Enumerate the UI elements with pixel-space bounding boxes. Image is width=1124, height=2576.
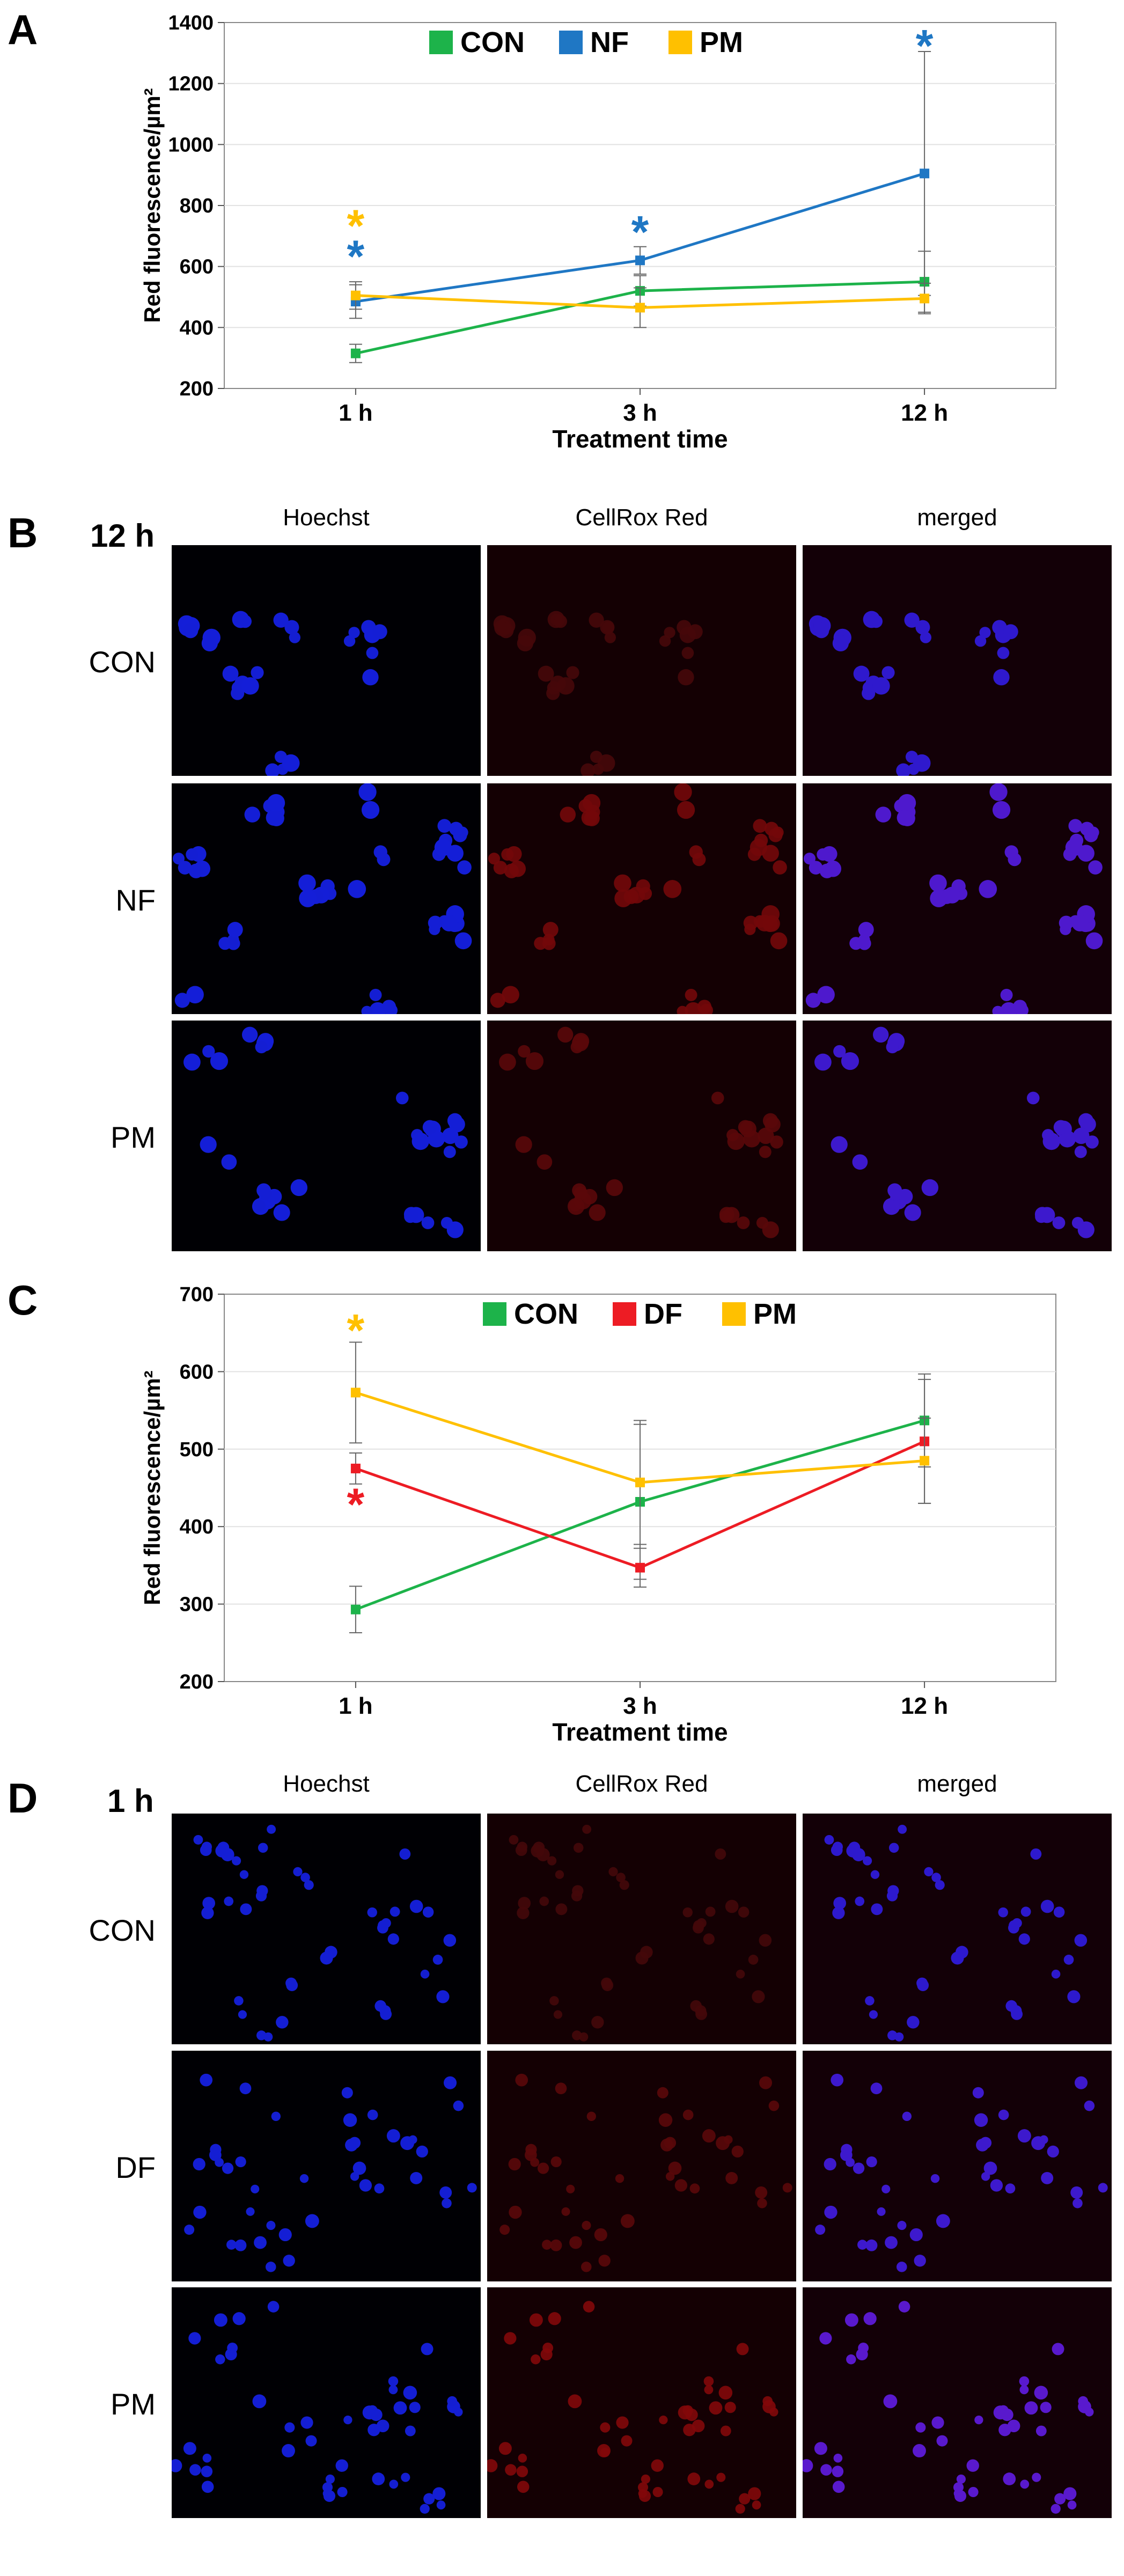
chart-a-legend-label-pm: PM <box>700 26 743 58</box>
chart-a-series-pm-point <box>920 293 930 304</box>
micrograph-d-pm-hoechst <box>172 2287 481 2518</box>
micrograph-b-con-cellrox <box>487 545 796 776</box>
column-header-b-0: Hoechst <box>283 504 370 531</box>
column-header-d-1: CellRox Red <box>575 1771 708 1797</box>
chart-c-series-df-point <box>350 1463 361 1473</box>
chart-a-series-pm-point <box>635 303 645 313</box>
time-label-D: 1 h <box>107 1783 154 1819</box>
chart-a-legend-swatch-pm <box>668 31 692 54</box>
micrograph-d-con-hoechst <box>172 1814 481 2044</box>
micrograph-d-pm-merged <box>803 2287 1112 2518</box>
chart-a-y-tick-label: 200 <box>180 378 214 400</box>
panel-letter-b: B <box>8 509 38 556</box>
chart-c-y-tick-label: 500 <box>180 1439 214 1461</box>
chart-c-legend-swatch-df <box>613 1302 636 1326</box>
chart-c-legend-label-df: DF <box>644 1298 682 1330</box>
chart-c-y-tick-label: 700 <box>180 1283 214 1306</box>
chart-c-y-tick-label: 200 <box>180 1671 214 1693</box>
chart-c-significance-asterisk: * <box>347 1305 365 1355</box>
chart-a-series-pm-point <box>350 290 361 300</box>
micrograph-d-df-cellrox <box>487 2051 796 2281</box>
micrograph-b-nf-hoechst <box>172 783 481 1014</box>
micrograph-b-nf-merged <box>803 783 1112 1014</box>
chart-c-x-tick-label: 12 h <box>901 1693 948 1719</box>
micrograph-b-con-merged <box>803 545 1112 776</box>
chart-a-legend-label-nf: NF <box>590 26 629 58</box>
chart-a-y-tick-label: 800 <box>180 195 214 217</box>
chart-c-y-tick-label: 300 <box>180 1594 214 1616</box>
panel-letter-d: D <box>8 1774 38 1822</box>
chart-c-x-axis-label: Treatment time <box>552 1718 728 1746</box>
chart-a-y-tick-label: 1200 <box>168 73 214 96</box>
chart-c-legend-label-pm: PM <box>753 1298 797 1330</box>
micrograph-b-pm-hoechst <box>172 1021 481 1251</box>
row-label-b-nf: NF <box>115 883 156 917</box>
chart-a-series-con-point <box>350 348 361 358</box>
micrograph-d-con-merged <box>803 1814 1112 2044</box>
chart-c-x-tick-label: 3 h <box>623 1693 657 1719</box>
row-label-d-df: DF <box>115 2151 156 2184</box>
chart-c-y-tick-label: 600 <box>180 1361 214 1383</box>
chart-a: 200 400 600 800 1000 1200 1400 1 h 3 h 12 h Treatm… <box>139 12 1056 453</box>
chart-c-y-axis-label: Red fluorescence/µm² <box>139 1370 165 1605</box>
column-header-b-1: CellRox Red <box>575 504 708 531</box>
chart-c-series-con-point <box>350 1604 361 1614</box>
micrograph-d-con-cellrox <box>487 1814 796 2044</box>
micrograph-d-df-merged <box>803 2051 1112 2281</box>
chart-c-y-tick-label: 400 <box>180 1516 214 1538</box>
chart-c-series-df-point <box>635 1562 645 1573</box>
chart-a-legend-label-con: CON <box>460 26 525 58</box>
chart-a-x-tick-label: 12 h <box>901 400 948 426</box>
micrograph-d-pm-cellrox <box>487 2287 796 2518</box>
chart-a-y-tick-label: 600 <box>180 256 214 278</box>
chart-a-series-nf-point <box>635 255 645 266</box>
micrograph-b-pm-cellrox <box>487 1021 796 1251</box>
chart-c-significance-asterisk: * <box>347 1479 365 1530</box>
chart-c-series-pm-point <box>635 1477 645 1487</box>
row-label-d-pm: PM <box>111 2387 156 2421</box>
chart-c: 200 300 400 500 600 700 1 h 3 h 12 h Treatment ti… <box>139 1283 1056 1746</box>
chart-c-series-pm-point <box>350 1388 361 1398</box>
column-header-b-2: merged <box>917 504 997 531</box>
chart-a-y-tick-label: 1000 <box>168 134 214 156</box>
chart-c-legend-swatch-con <box>483 1302 506 1326</box>
chart-a-y-tick-label: 1400 <box>168 12 214 34</box>
row-label-b-con: CON <box>89 645 156 679</box>
column-header-d-2: merged <box>917 1771 997 1797</box>
row-label-b-pm: PM <box>111 1120 156 1154</box>
chart-a-y-axis-label: Red fluorescence/µm² <box>139 88 165 322</box>
micrograph-b-con-hoechst <box>172 545 481 776</box>
chart-a-significance-asterisk: * <box>916 20 934 71</box>
time-label-B: 12 h <box>90 518 155 554</box>
chart-a-significance-asterisk: * <box>347 231 365 281</box>
chart-a-significance-asterisk: * <box>631 207 649 257</box>
chart-c-x-tick-label: 1 h <box>339 1693 373 1719</box>
chart-c-legend-swatch-pm <box>722 1302 746 1326</box>
chart-a-x-tick-label: 3 h <box>623 400 657 426</box>
micrograph-d-df-hoechst <box>172 2051 481 2281</box>
panel-letter-c: C <box>8 1276 38 1324</box>
chart-a-legend-swatch-con <box>429 31 453 54</box>
chart-a-legend-swatch-nf <box>559 31 583 54</box>
column-header-d-0: Hoechst <box>283 1771 370 1797</box>
chart-a-significance-asterisk: * <box>347 200 365 251</box>
chart-a-x-tick-label: 1 h <box>339 400 373 426</box>
chart-c-series-pm-point <box>920 1456 930 1466</box>
micrograph-b-nf-cellrox <box>487 783 796 1014</box>
micrograph-b-pm-merged <box>803 1021 1112 1251</box>
panel-letter-a: A <box>8 6 38 53</box>
row-label-d-con: CON <box>89 1913 156 1947</box>
chart-a-series-nf-point <box>920 168 930 179</box>
chart-c-legend-label-con: CON <box>514 1298 578 1330</box>
chart-a-x-axis-label: Treatment time <box>552 425 728 453</box>
chart-a-y-tick-label: 400 <box>180 317 214 339</box>
